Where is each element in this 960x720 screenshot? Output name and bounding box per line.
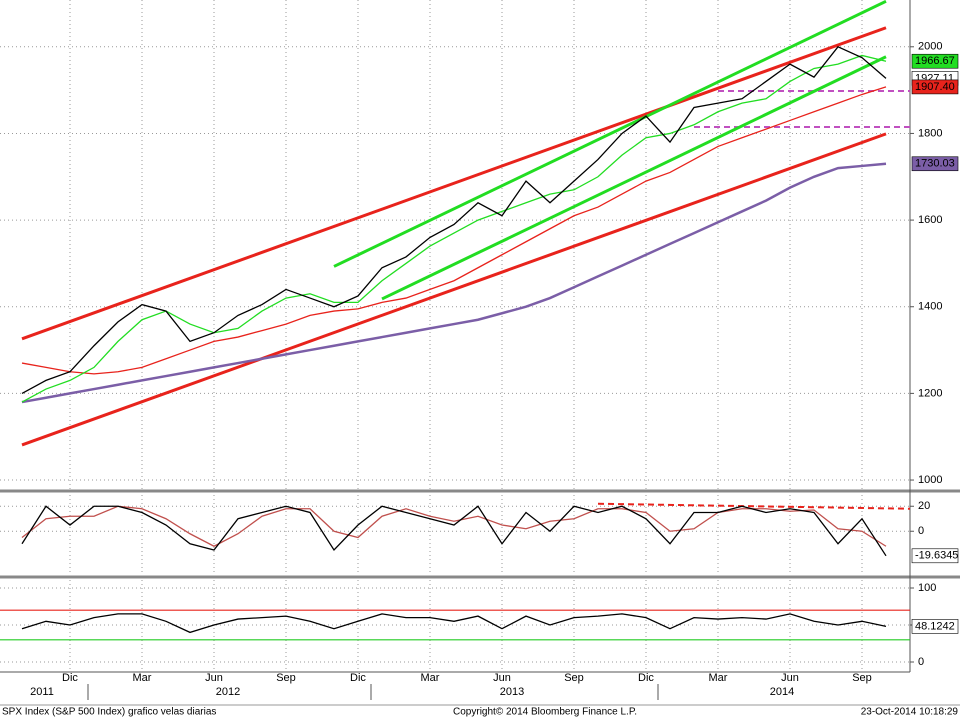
- y-tick-label: 100: [918, 582, 936, 594]
- trend-line: [381, 55, 887, 301]
- last-value-box: [911, 79, 959, 95]
- last-value-box: [911, 53, 959, 69]
- y-tick-label: 1800: [918, 127, 942, 139]
- last-value-box: [911, 548, 959, 564]
- x-tick-label: Sep: [852, 672, 872, 684]
- trend-line: [333, 0, 887, 268]
- y-tick-label: 1400: [918, 301, 942, 313]
- series-line: [21, 86, 887, 375]
- footer-right: 23-Oct-2014 10:18:29: [861, 707, 959, 718]
- x-tick-label: Mar: [421, 672, 440, 684]
- y-tick-label: 0: [918, 656, 924, 668]
- year-label: 2014: [770, 686, 794, 698]
- footer-left: SPX Index (S&P 500 Index) grafico velas …: [2, 707, 216, 718]
- x-tick-label: Dic: [62, 672, 78, 684]
- trend-line: [597, 502, 911, 510]
- y-tick-label: 1000: [918, 474, 942, 486]
- x-tick-label: Mar: [133, 672, 152, 684]
- year-label: 2013: [500, 686, 524, 698]
- last-value-label: 48.1242: [915, 620, 955, 632]
- last-value-box: [911, 156, 959, 172]
- last-value-label: 1907.40: [915, 81, 955, 93]
- footer-center: Copyright© 2014 Bloomberg Finance L.P.: [453, 707, 637, 718]
- trend-line: [21, 132, 887, 447]
- x-tick-label: Dic: [638, 672, 654, 684]
- y-tick-label: 1600: [918, 214, 942, 226]
- x-tick-label: Sep: [276, 672, 296, 684]
- series-line: [21, 505, 887, 547]
- y-tick-label: 2000: [918, 41, 942, 53]
- year-label: 2011: [30, 686, 54, 698]
- trend-line: [21, 26, 887, 341]
- series-line: [21, 613, 887, 634]
- x-tick-label: Sep: [564, 672, 584, 684]
- series-line: [21, 505, 887, 557]
- x-tick-label: Jun: [205, 672, 223, 684]
- last-value-label: 1730.03: [915, 158, 955, 170]
- y-tick-label: 20: [918, 500, 930, 512]
- last-value-box: [911, 619, 959, 634]
- axis-area: [910, 0, 960, 720]
- last-value-label: 1966.67: [915, 55, 955, 67]
- y-tick-label: 1200: [918, 387, 942, 399]
- year-label: 2012: [216, 686, 240, 698]
- y-tick-label: 0: [918, 525, 924, 537]
- x-tick-label: Dic: [350, 672, 366, 684]
- series-line: [21, 45, 887, 394]
- series-line: [21, 162, 887, 404]
- x-tick-label: Jun: [493, 672, 511, 684]
- x-tick-label: Mar: [709, 672, 728, 684]
- x-tick-label: Jun: [781, 672, 799, 684]
- last-value-label: -19.6345: [915, 550, 958, 562]
